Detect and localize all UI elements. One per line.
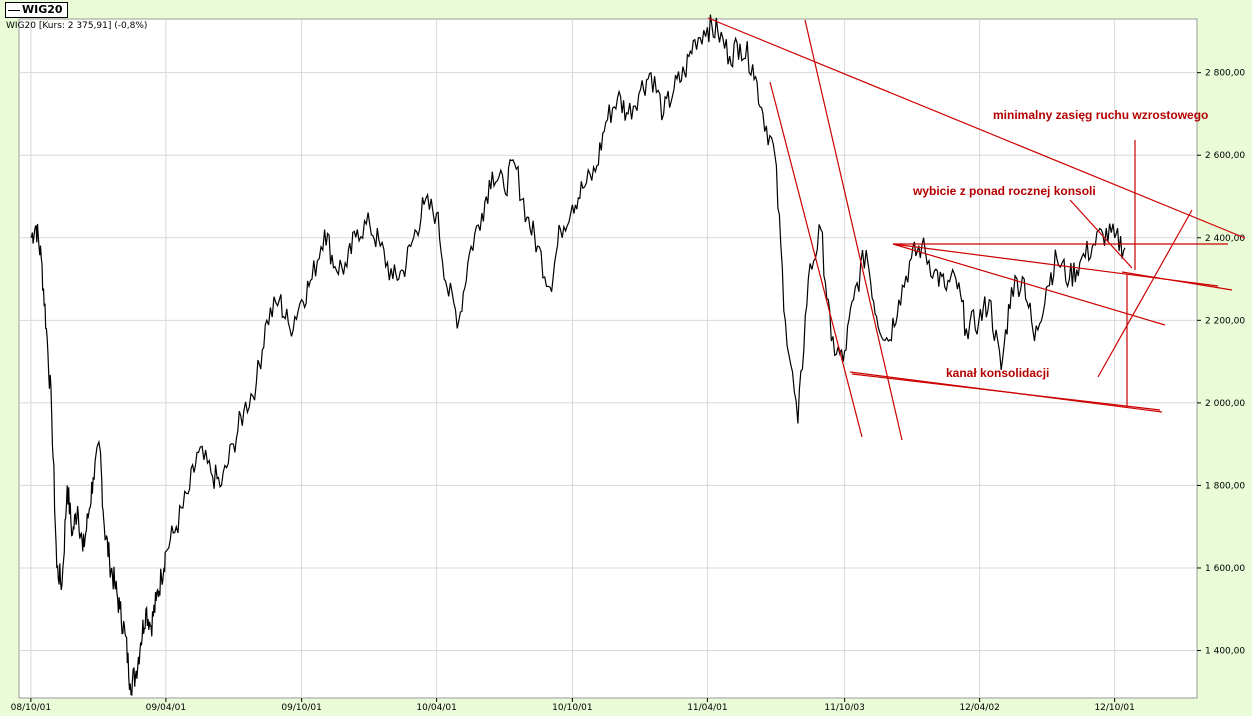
price-series-line bbox=[30, 14, 1126, 697]
trendline bbox=[804, 19, 903, 441]
x-tick-label: 11/10/03 bbox=[824, 703, 864, 713]
x-tick-label: 12/10/01 bbox=[1094, 703, 1134, 713]
quote-info: WIG20 [Kurs: 2 375,91] (-0,8%) bbox=[6, 21, 148, 31]
trendline bbox=[769, 81, 863, 438]
x-tick-label: 10/10/01 bbox=[552, 703, 592, 713]
trendline bbox=[851, 373, 1161, 411]
x-tick-label: 09/04/01 bbox=[146, 703, 186, 713]
legend: WIG20 bbox=[5, 2, 68, 18]
trendline bbox=[892, 243, 1166, 326]
trendline bbox=[1069, 199, 1133, 269]
x-tick-label: 11/04/01 bbox=[687, 703, 727, 713]
x-axis: 08/10/01 09/04/01 09/10/01 10/04/01 10/10/01… bbox=[11, 698, 1135, 713]
y-tick-label: 2 000,00 bbox=[1205, 399, 1245, 409]
annotation-label: minimalny zasięg ruchu wzrostowego bbox=[993, 108, 1208, 122]
grid bbox=[19, 19, 1197, 698]
y-tick-label: 2 600,00 bbox=[1205, 151, 1245, 161]
y-tick-label: 2 200,00 bbox=[1205, 316, 1245, 326]
y-tick-label: 1 400,00 bbox=[1205, 647, 1245, 657]
annotation-label: kanał konsolidacji bbox=[946, 366, 1049, 380]
y-axis: 1 400,00 1 600,00 1 800,00 2 000,00 2 200,00… bbox=[1197, 69, 1245, 657]
trendline bbox=[1121, 271, 1233, 291]
y-tick-label: 1 800,00 bbox=[1205, 481, 1245, 491]
x-tick-label: 08/10/01 bbox=[11, 703, 51, 713]
x-tick-label: 10/04/01 bbox=[416, 703, 456, 713]
trendline bbox=[707, 17, 1246, 239]
x-tick-label: 12/04/02 bbox=[959, 703, 999, 713]
x-tick-label: 09/10/01 bbox=[281, 703, 321, 713]
legend-swatch bbox=[8, 9, 20, 11]
y-tick-label: 2 400,00 bbox=[1205, 234, 1245, 244]
annotations: minimalny zasięg ruchu wzrostowego wybici… bbox=[912, 108, 1208, 380]
y-tick-label: 1 600,00 bbox=[1205, 564, 1245, 574]
legend-label: WIG20 bbox=[22, 3, 63, 16]
trendlines bbox=[707, 17, 1246, 441]
y-tick-label: 2 800,00 bbox=[1205, 69, 1245, 79]
annotation-label: wybicie z ponad rocznej konsoli bbox=[912, 184, 1096, 198]
trendline bbox=[1097, 209, 1193, 378]
